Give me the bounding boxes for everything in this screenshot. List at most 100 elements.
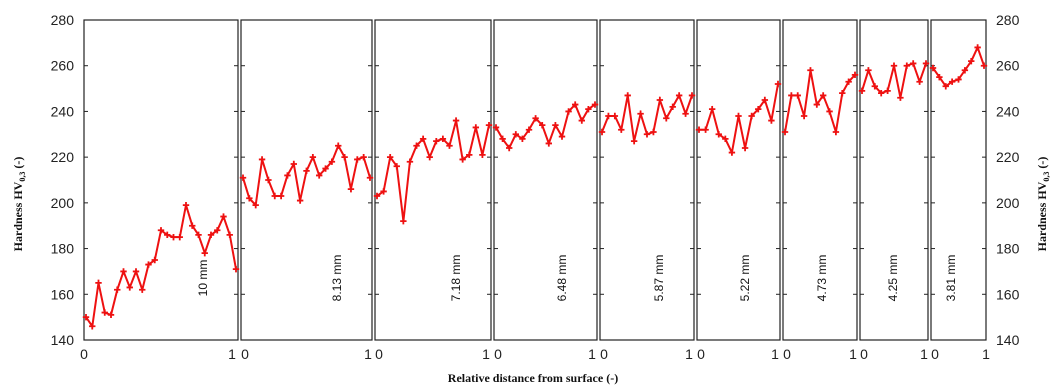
panel-frame <box>493 19 598 341</box>
data-point <box>226 231 233 239</box>
data-point <box>452 117 460 124</box>
data-point <box>426 153 433 161</box>
x-tick-label: 1 <box>364 346 372 362</box>
series-line <box>85 204 237 329</box>
data-point <box>722 135 729 143</box>
left-y-axis-title-main: Hardness HV <box>11 181 25 251</box>
panel-9: 3.81 mm <box>929 19 988 341</box>
data-point <box>157 227 165 234</box>
panel-label: 3.81 mm <box>944 255 958 302</box>
data-point <box>637 110 644 117</box>
y-tick-label: 240 <box>51 103 75 119</box>
panel-frame <box>599 19 695 341</box>
data-point <box>232 265 240 273</box>
data-point <box>755 105 762 113</box>
panel-label: 5.22 mm <box>738 255 752 302</box>
data-point <box>132 268 140 275</box>
panel-label: 5.87 mm <box>652 255 666 302</box>
y-tick-label: 240 <box>996 103 1020 119</box>
data-point <box>120 268 127 275</box>
panel-frame <box>782 19 858 341</box>
panel-4: 6.48 mm <box>492 19 599 341</box>
data-point <box>182 201 190 209</box>
x-tick-label: 1 <box>982 346 990 362</box>
data-point <box>532 115 539 122</box>
data-point <box>948 78 956 85</box>
panel-6: 5.22 mm <box>695 19 782 341</box>
data-point <box>101 309 108 316</box>
x-tick-label: 1 <box>588 346 596 362</box>
data-point <box>252 201 259 209</box>
y-tick-label: 180 <box>51 241 75 257</box>
data-point <box>858 87 866 95</box>
y-tick-label: 200 <box>996 195 1020 211</box>
y-tick-label: 140 <box>996 332 1020 348</box>
data-point <box>525 126 533 133</box>
y-tick-label: 220 <box>996 149 1020 165</box>
data-point <box>214 227 221 234</box>
data-point <box>922 60 930 67</box>
data-point <box>466 151 473 159</box>
y-tick-label: 260 <box>51 58 75 74</box>
data-point <box>446 142 453 149</box>
left-y-axis-title-suffix: (-) <box>11 157 25 172</box>
data-point <box>942 83 949 90</box>
data-point <box>826 108 833 115</box>
data-point <box>630 137 638 145</box>
data-point <box>506 144 513 152</box>
x-tick-label: 0 <box>241 346 249 362</box>
data-point <box>419 135 427 143</box>
data-point <box>239 174 247 181</box>
x-tick-label: 0 <box>697 346 705 362</box>
data-point <box>839 89 846 97</box>
data-point <box>176 233 183 241</box>
data-point <box>819 92 827 99</box>
data-point <box>669 103 676 111</box>
x-tick-label: 0 <box>783 346 791 362</box>
x-tick-label: 0 <box>80 346 88 362</box>
data-point <box>151 256 158 264</box>
panel-frame <box>83 19 239 341</box>
panel-label: 6.48 mm <box>555 255 569 302</box>
data-point <box>961 67 969 74</box>
left-y-axis-title: Hardness HV0,3 (-) <box>11 157 27 252</box>
data-point <box>393 163 400 170</box>
data-point <box>702 126 709 133</box>
x-tick-label: 0 <box>375 346 383 362</box>
data-point <box>479 151 486 159</box>
x-tick-label: 0 <box>931 346 939 362</box>
data-point <box>578 117 585 124</box>
panel-2: 8.13 mm <box>239 19 374 341</box>
data-point <box>878 89 885 97</box>
data-point <box>322 165 329 172</box>
data-point <box>459 156 466 163</box>
data-point <box>845 78 852 85</box>
panel-5: 5.87 mm <box>598 19 696 341</box>
data-point <box>284 172 291 179</box>
data-point <box>145 261 152 268</box>
data-point <box>519 135 526 143</box>
data-point <box>335 142 342 149</box>
panel-frame <box>930 19 987 341</box>
panel-7: 4.73 mm <box>781 19 859 341</box>
data-point <box>439 135 447 143</box>
series-line <box>784 70 856 133</box>
data-point <box>309 153 317 161</box>
data-point <box>980 62 988 69</box>
data-point <box>832 128 840 136</box>
data-point <box>807 67 814 74</box>
data-point <box>650 128 657 136</box>
panel-frame <box>696 19 781 341</box>
data-point <box>164 231 171 239</box>
data-point <box>591 101 599 108</box>
data-point <box>207 231 215 239</box>
left-y-axis-title-sub: 0,3 <box>18 172 27 182</box>
data-point <box>618 126 625 133</box>
data-point <box>170 233 177 241</box>
data-point <box>107 311 115 319</box>
data-point <box>413 142 420 149</box>
data-point <box>968 57 975 65</box>
data-point <box>558 133 566 140</box>
x-tick-label: 1 <box>849 346 857 362</box>
